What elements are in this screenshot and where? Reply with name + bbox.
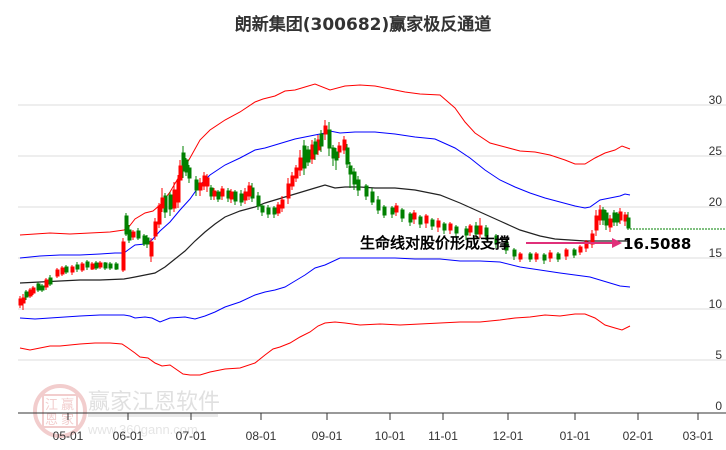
x-tick-05-01: 05-01 [53,429,84,443]
x-tick-10-01: 10-01 [375,429,406,443]
x-tick-07-01: 07-01 [176,429,207,443]
support-annotation: 生命线对股价形成支撑 16.5088 [360,234,691,253]
candlesticks [18,120,631,310]
y-tick-25: 25 [709,144,723,158]
y-tick-5: 5 [715,348,722,362]
seal-char-2: 赢 [61,397,74,413]
outer-upper-band [19,83,631,236]
seal-char-1: 江 [45,398,58,413]
x-tick-08-01: 08-01 [246,429,277,443]
x-tick-03-01: 03-01 [683,429,714,443]
chart-title: 朗新集团(300682)赢家极反通道 [234,15,492,35]
x-tick-09-01: 09-01 [312,429,343,443]
x-tick-06-01: 06-01 [113,429,144,443]
annotation-value: 16.5088 [623,235,691,253]
x-tick-01-01: 01-01 [560,429,591,443]
x-tick-02-01: 02-01 [623,429,654,443]
y-axis: 30 25 20 15 10 5 0 [709,93,723,413]
watermark-url: www.360gann.com [87,422,198,437]
x-axis: 05-01 06-01 07-01 08-01 09-01 10-01 11-0… [18,412,726,443]
y-tick-10: 10 [709,297,723,311]
y-tick-0: 0 [715,399,722,413]
arrow-right-icon [612,238,622,248]
watermark: 江 赢 恩 家 赢家江恩软件 www.360gann.com [33,384,220,438]
inner-lower-band [19,257,631,323]
annotation-text: 生命线对股价形成支撑 [360,234,510,252]
y-tick-30: 30 [709,93,723,107]
gridlines [18,104,726,361]
x-tick-12-01: 12-01 [493,429,524,443]
x-tick-11-01: 11-01 [428,429,458,443]
seal-char-3: 恩 [45,413,58,428]
lifeline [19,184,630,284]
y-tick-20: 20 [709,195,723,209]
inner-upper-band [19,130,631,259]
y-tick-15: 15 [709,246,723,260]
watermark-brand: 赢家江恩软件 [88,390,220,415]
outer-lower-band [19,313,631,376]
watermark-seal-icon [33,384,87,438]
